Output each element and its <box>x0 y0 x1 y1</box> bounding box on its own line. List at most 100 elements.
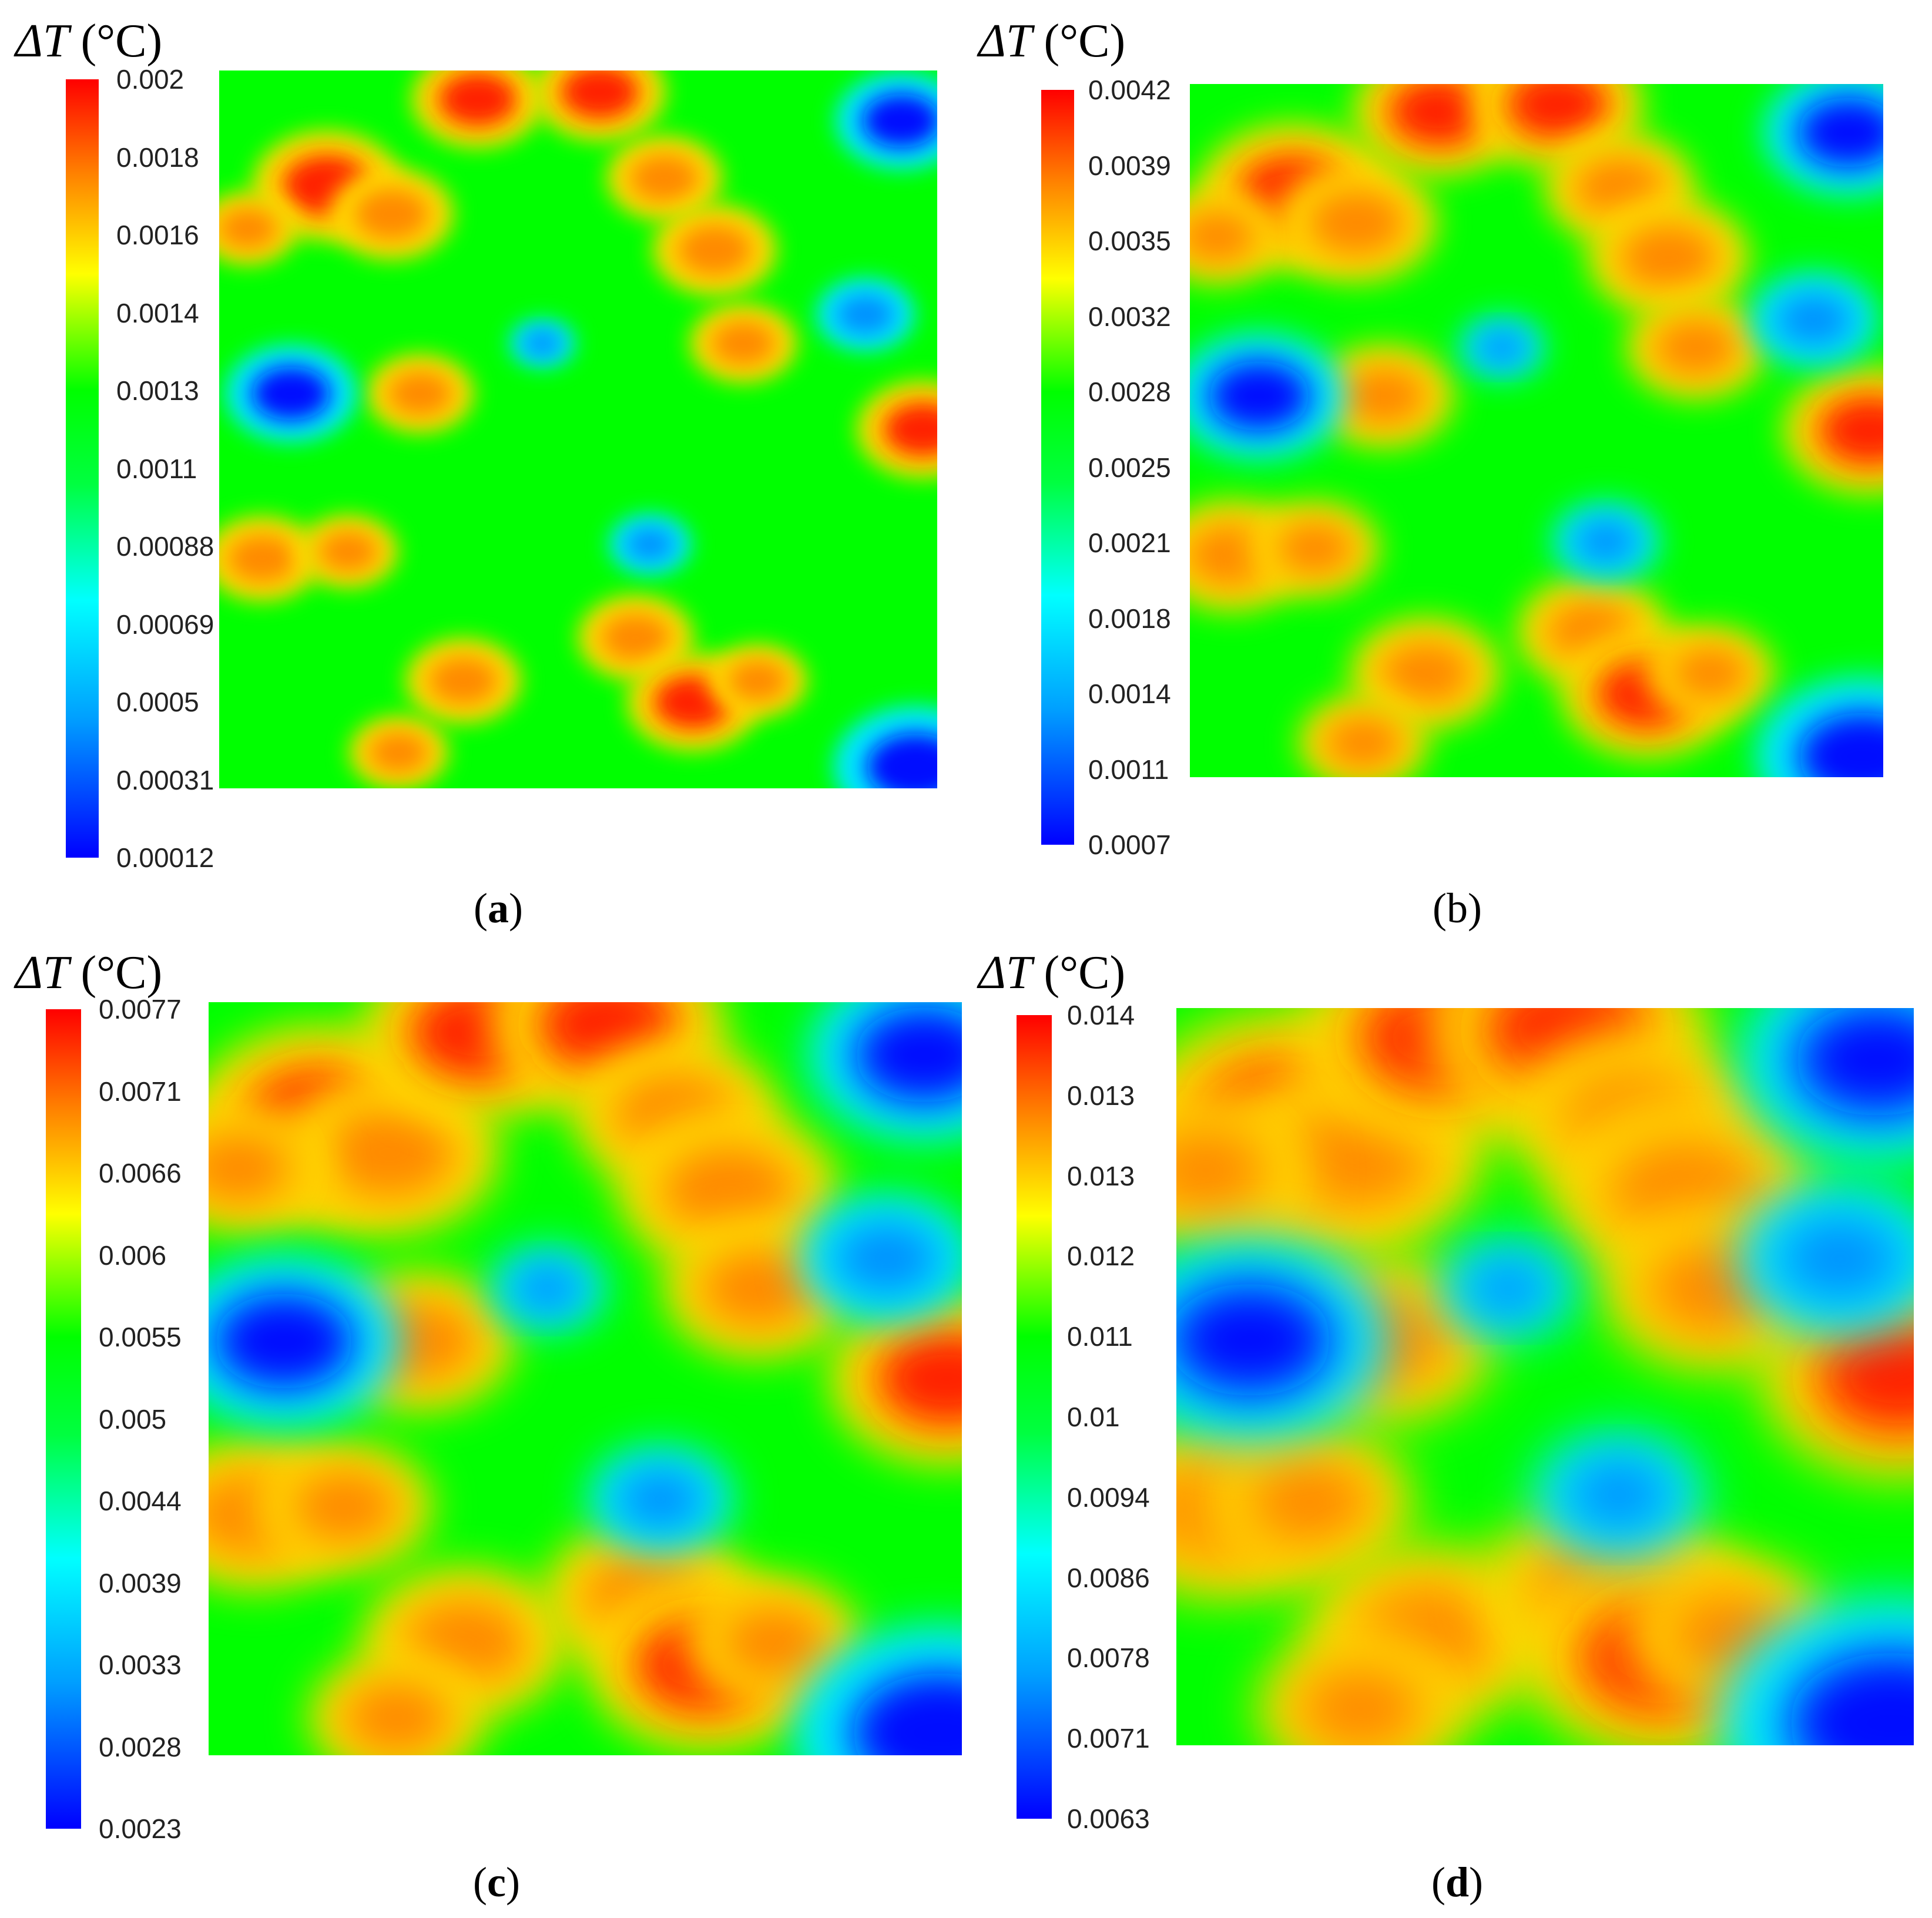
cold-core <box>1208 361 1310 431</box>
colorbar <box>1017 1015 1052 1819</box>
hot-core <box>1388 84 1491 147</box>
hot-core <box>369 732 428 773</box>
cold-core <box>1176 1283 1333 1396</box>
colorbar-tick-label: 0.0044 <box>99 1486 182 1516</box>
colorbar-tick-label: 0.0042 <box>1088 75 1171 105</box>
hot-core <box>601 614 670 661</box>
colorbar-tick-label: 0.0077 <box>99 994 182 1024</box>
hot-core <box>1325 716 1401 769</box>
colorbar <box>1041 90 1074 845</box>
cold-core <box>836 294 895 335</box>
cold-core <box>522 330 562 357</box>
panel-label: (c) <box>473 1859 520 1906</box>
cold-core <box>512 1264 583 1312</box>
colorbar-tick-label: 0.0094 <box>1067 1482 1150 1513</box>
colorbar-tick-label: 0.0007 <box>1088 829 1171 860</box>
colorbar-tick-label: 0.0055 <box>99 1322 182 1352</box>
hot-core <box>1672 647 1748 700</box>
hot-core <box>1506 84 1609 140</box>
cold-core <box>1799 713 1883 777</box>
heatmap-field <box>1176 1008 1914 1745</box>
colorbar-tick-label: 0.0021 <box>1088 528 1171 558</box>
colorbar-tick-label: 0.0071 <box>99 1076 182 1107</box>
colorbar-tick-label: 0.0039 <box>1088 150 1171 181</box>
cold-core <box>625 527 675 562</box>
colorbar-tick-label: 0.0025 <box>1088 452 1171 483</box>
cold-core <box>1797 98 1883 168</box>
colorbar-tick-label: 0.0071 <box>1067 1723 1150 1754</box>
colorbar-tick-label: 0.00088 <box>116 531 214 562</box>
colorbar-tick-label: 0.0078 <box>1067 1642 1150 1674</box>
hot-core <box>324 1107 455 1198</box>
hot-core <box>438 72 517 126</box>
hot-core <box>702 1249 816 1328</box>
cold-core <box>1776 293 1852 346</box>
cold-core <box>834 1222 939 1295</box>
heatmap-field <box>209 1002 962 1755</box>
hot-core <box>877 1331 962 1427</box>
panel-label: (b) <box>1433 885 1482 932</box>
hot-core <box>1816 1320 1914 1433</box>
colorbar-tick-label: 0.0005 <box>116 687 199 717</box>
hot-core <box>291 1470 397 1543</box>
cold-core <box>1789 1652 1914 1745</box>
cold-core <box>1795 1008 1914 1117</box>
colorbar-tick-label: 0.0013 <box>116 375 199 406</box>
colorbar-tick-label: 0.0014 <box>1088 678 1171 709</box>
cold-core <box>854 1007 962 1103</box>
panel-label: (d) <box>1431 1859 1484 1906</box>
colorbar-tick-label: 0.0032 <box>1088 301 1171 332</box>
cold-core <box>1567 1459 1671 1530</box>
colorbar-tick-label: 0.00031 <box>116 764 214 795</box>
heatmap-field <box>219 70 937 788</box>
hot-core <box>1818 395 1883 466</box>
hot-core <box>344 1681 450 1754</box>
colorbar-tick-label: 0.014 <box>1067 1000 1135 1030</box>
hot-core <box>728 660 787 701</box>
colorbar-tick-label: 0.01 <box>1067 1402 1120 1432</box>
hot-core <box>721 1606 826 1678</box>
hot-core <box>1176 1127 1268 1213</box>
colorbar-tick-label: 0.0023 <box>99 1813 182 1844</box>
cold-core <box>617 1469 705 1530</box>
colorbar-tick-label: 0.013 <box>1067 1080 1135 1111</box>
colorbar <box>46 1009 81 1829</box>
heatmap-field <box>1190 84 1883 777</box>
hot-core <box>712 321 776 365</box>
hot-core <box>1308 190 1404 256</box>
colorbar-tick-label: 0.0018 <box>116 142 199 173</box>
colorbar-tick-label: 0.0016 <box>116 220 199 250</box>
colorbar-title: ΔT (°C) <box>15 947 163 999</box>
hot-core <box>219 208 277 249</box>
colorbar-tick-label: 0.00069 <box>116 609 214 640</box>
cold-core <box>1778 1216 1902 1301</box>
cold-core <box>862 93 937 148</box>
hot-core <box>228 535 297 582</box>
colorbar-tick-label: 0.0063 <box>1067 1803 1150 1834</box>
hot-core <box>1654 318 1738 376</box>
colorbar-tick-label: 0.011 <box>1067 1321 1133 1352</box>
cold-core <box>852 1672 962 1755</box>
hot-core <box>429 657 498 704</box>
colorbar-tick-label: 0.0028 <box>99 1731 182 1762</box>
hot-core <box>1190 210 1256 263</box>
colorbar-tick-label: 0.0033 <box>99 1650 182 1680</box>
colorbar-tick-label: 0.0066 <box>99 1158 182 1188</box>
colorbar-tick-label: 0.0011 <box>1088 754 1169 785</box>
hot-core <box>1247 1459 1371 1545</box>
cold-core <box>1574 519 1638 564</box>
colorbar-title: ΔT (°C) <box>15 15 163 67</box>
colorbar-tick-label: 0.0011 <box>116 453 197 484</box>
colorbar-title: ΔT (°C) <box>978 15 1126 67</box>
colorbar <box>66 79 99 858</box>
colorbar-tick-label: 0.0086 <box>1067 1562 1150 1593</box>
hot-core <box>354 189 428 240</box>
colorbar-tick-label: 0.002 <box>116 64 185 95</box>
cold-core <box>1476 330 1528 365</box>
hot-core <box>561 70 639 119</box>
hot-core <box>1299 1666 1423 1745</box>
colorbar-tick-label: 0.0014 <box>116 297 199 328</box>
colorbar-tick-label: 0.006 <box>99 1240 167 1271</box>
cold-core <box>251 367 330 421</box>
hot-core <box>1342 367 1425 425</box>
